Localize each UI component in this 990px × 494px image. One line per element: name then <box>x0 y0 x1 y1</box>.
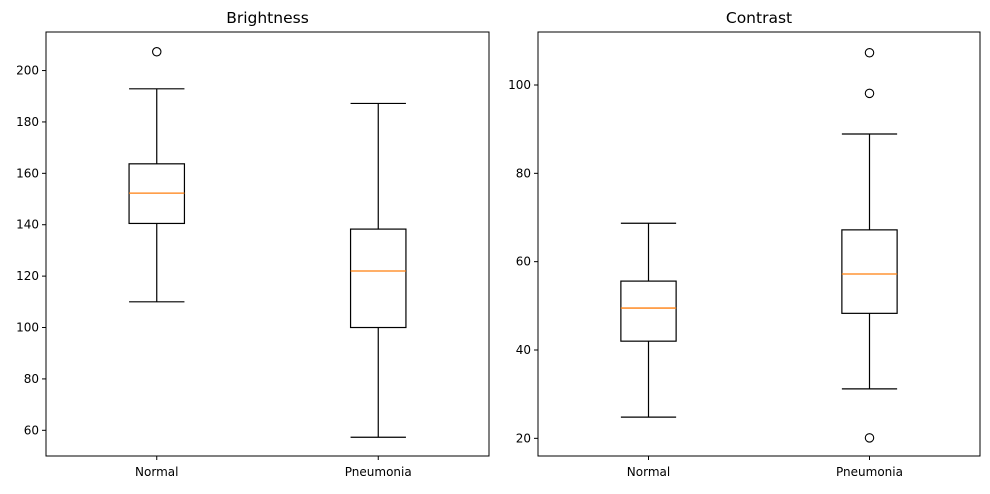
box-normal <box>128 47 186 303</box>
y-tick-label: 140 <box>16 218 39 232</box>
y-tick-label: 60 <box>516 255 531 269</box>
box-normal <box>620 222 677 418</box>
y-tick-label: 60 <box>24 423 39 437</box>
box-pneumonia <box>841 48 898 443</box>
y-tick-label: 80 <box>24 372 39 386</box>
outlier-point <box>864 433 875 443</box>
axes-frame <box>45 31 490 457</box>
y-tick-label: 160 <box>16 166 39 180</box>
outlier-point <box>152 47 162 57</box>
y-tick-label: 100 <box>16 321 39 335</box>
y-tick-label: 200 <box>16 64 39 78</box>
x-tick-label: Pneumonia <box>345 465 412 479</box>
y-tick-label: 100 <box>508 78 531 92</box>
y-tick-label: 80 <box>516 166 531 180</box>
subplot-brightness: Brightness 60 80 100 120 140 160 180 200 Normal Pn… <box>16 9 490 479</box>
x-tick-label: Pneumonia <box>836 465 903 479</box>
outlier-point <box>864 48 875 58</box>
y-tick-label: 40 <box>516 343 531 357</box>
y-tick-label: 20 <box>516 431 531 445</box>
iqr-box <box>620 280 677 342</box>
x-tick-label: Normal <box>627 465 670 479</box>
y-tick-label: 180 <box>16 115 39 129</box>
chart-title: Brightness <box>226 9 309 27</box>
outlier-point <box>864 88 875 99</box>
y-tick-label: 120 <box>16 269 39 283</box>
subplot-contrast: Contrast 20 40 60 80 100 Normal Pneumonia <box>508 9 981 479</box>
iqr-box <box>841 229 898 314</box>
x-tick-label: Normal <box>135 465 178 479</box>
axes-frame <box>537 31 981 457</box>
chart-title: Contrast <box>726 9 792 27</box>
iqr-box <box>349 228 407 329</box>
box-pneumonia <box>349 102 407 438</box>
